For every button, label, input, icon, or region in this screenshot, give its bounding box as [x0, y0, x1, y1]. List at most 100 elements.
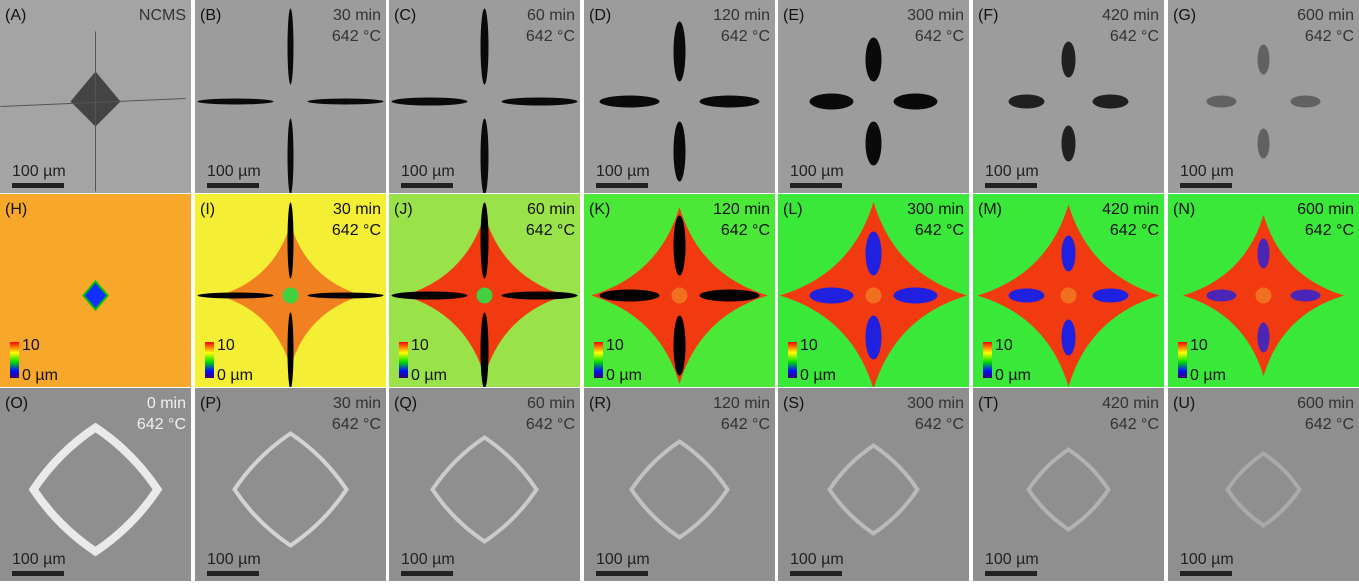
- time: 30 min: [333, 7, 381, 24]
- colorbar: [10, 342, 19, 378]
- time: 300 min: [907, 7, 964, 24]
- panel-label: (O): [5, 395, 28, 412]
- temperature: 642 °C: [1305, 222, 1354, 239]
- temperature: 642 °C: [137, 416, 186, 433]
- scale-bar-label: 100 µm: [596, 163, 650, 180]
- scale-bar-label: 100 µm: [12, 163, 66, 180]
- temperature: 642 °C: [1305, 416, 1354, 433]
- temperature: 642 °C: [1110, 222, 1159, 239]
- crack: [674, 22, 686, 82]
- panel-label: (A): [5, 7, 26, 24]
- crack: [288, 203, 294, 279]
- crack: [1062, 42, 1076, 78]
- crack: [1258, 239, 1270, 269]
- crack: [502, 98, 578, 106]
- crack: [810, 288, 854, 304]
- scale-bar: [1180, 183, 1232, 188]
- crack: [866, 232, 882, 276]
- panel-label: (L): [783, 201, 803, 218]
- crack: [481, 119, 489, 195]
- colorbar: [594, 342, 603, 378]
- scale-bar-label: 100 µm: [401, 163, 455, 180]
- temperature: 642 °C: [526, 28, 575, 45]
- colorbar: [983, 342, 992, 378]
- time: 0 min: [147, 395, 186, 412]
- temperature: 642 °C: [526, 416, 575, 433]
- scale-bar-label: 100 µm: [790, 551, 844, 568]
- scale-bar: [790, 571, 842, 576]
- panel-label: (P): [200, 395, 221, 412]
- time: 420 min: [1102, 395, 1159, 412]
- scale-bar-label: 100 µm: [401, 551, 455, 568]
- crack: [288, 119, 294, 195]
- temperature: 642 °C: [332, 416, 381, 433]
- panel-label: (S): [783, 395, 804, 412]
- scale-bar: [401, 183, 453, 188]
- panel: (R)120 min642 °C100 µm: [584, 388, 775, 581]
- scale-bar-label: 100 µm: [596, 551, 650, 568]
- time: 420 min: [1102, 201, 1159, 218]
- figure: (A)NCMS100 µm(B)30 min642 °C100 µm(C)60 …: [0, 0, 1359, 581]
- crack: [1258, 45, 1270, 75]
- colorbar-max: 10: [800, 337, 818, 354]
- crack: [288, 9, 294, 85]
- crack: [700, 96, 760, 108]
- time: 120 min: [713, 201, 770, 218]
- crack: [1062, 236, 1076, 272]
- scale-bar: [12, 183, 64, 188]
- center: [1256, 288, 1272, 304]
- center: [477, 288, 493, 304]
- crack: [1062, 320, 1076, 356]
- scale-bar: [401, 571, 453, 576]
- crack: [1009, 95, 1045, 109]
- crack: [866, 122, 882, 166]
- time: 120 min: [713, 7, 770, 24]
- time: 600 min: [1297, 395, 1354, 412]
- page: (A)NCMS100 µm(B)30 min642 °C100 µm(C)60 …: [0, 0, 1359, 586]
- panel-label: (R): [589, 395, 611, 412]
- crack: [481, 313, 489, 389]
- crack: [600, 290, 660, 302]
- scale-bar-label: 100 µm: [207, 163, 261, 180]
- center: [866, 288, 882, 304]
- scale-bar-label: 100 µm: [790, 163, 844, 180]
- time: 600 min: [1297, 201, 1354, 218]
- time: 420 min: [1102, 7, 1159, 24]
- panel-label: (H): [5, 201, 27, 218]
- scale-bar: [1180, 571, 1232, 576]
- crack: [1207, 290, 1237, 302]
- crack: [1093, 95, 1129, 109]
- temperature: 642 °C: [721, 416, 770, 433]
- crack: [674, 122, 686, 182]
- crack: [894, 288, 938, 304]
- crack: [600, 96, 660, 108]
- scale-bar: [207, 571, 259, 576]
- crack: [894, 94, 938, 110]
- colorbar-max: 10: [1190, 337, 1208, 354]
- crack: [1258, 129, 1270, 159]
- time: 600 min: [1297, 7, 1354, 24]
- panel-label: (U): [1173, 395, 1195, 412]
- crack: [1062, 126, 1076, 162]
- colorbar-min: 0 µm: [411, 367, 447, 384]
- panel: 100 µm(I)30 min642 °C: [195, 194, 386, 389]
- scale-bar: [12, 571, 64, 576]
- panel-label: (F): [978, 7, 998, 24]
- colorbar-max: 10: [606, 337, 624, 354]
- temperature: 642 °C: [1110, 416, 1159, 433]
- scale-bar: [207, 183, 259, 188]
- colorbar-max: 10: [995, 337, 1013, 354]
- crack: [198, 293, 274, 299]
- panel: (B)30 min642 °C100 µm: [195, 0, 386, 195]
- crack: [1207, 96, 1237, 108]
- temperature: 642 °C: [915, 416, 964, 433]
- panel-label: (D): [589, 7, 611, 24]
- scale-bar-label: 100 µm: [985, 163, 1039, 180]
- temperature: 642 °C: [526, 222, 575, 239]
- panel-label: (E): [783, 7, 804, 24]
